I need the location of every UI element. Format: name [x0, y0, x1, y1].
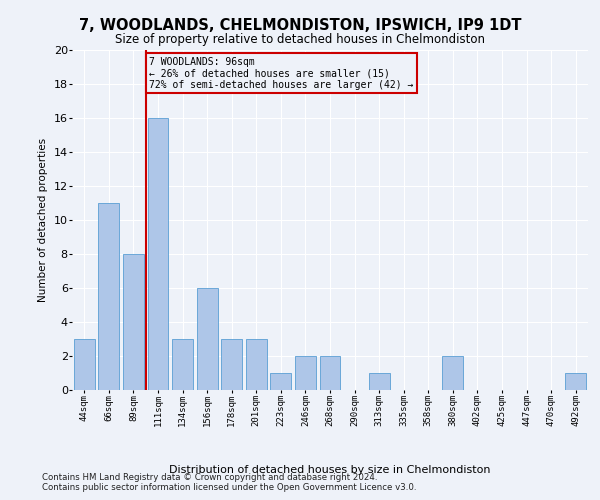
- Text: Size of property relative to detached houses in Chelmondiston: Size of property relative to detached ho…: [115, 32, 485, 46]
- Bar: [246, 339, 267, 390]
- Bar: [148, 118, 169, 390]
- Bar: [98, 203, 119, 390]
- Text: Contains HM Land Registry data © Crown copyright and database right 2024.
Contai: Contains HM Land Registry data © Crown c…: [42, 473, 416, 492]
- Bar: [368, 373, 389, 390]
- Bar: [320, 356, 340, 390]
- Y-axis label: Number of detached properties: Number of detached properties: [38, 138, 48, 302]
- Bar: [271, 373, 292, 390]
- Bar: [197, 288, 218, 390]
- Bar: [172, 339, 193, 390]
- Bar: [74, 339, 95, 390]
- Bar: [123, 254, 144, 390]
- X-axis label: Distribution of detached houses by size in Chelmondiston: Distribution of detached houses by size …: [169, 466, 491, 475]
- Text: 7 WOODLANDS: 96sqm
← 26% of detached houses are smaller (15)
72% of semi-detache: 7 WOODLANDS: 96sqm ← 26% of detached hou…: [149, 57, 414, 90]
- Text: 7, WOODLANDS, CHELMONDISTON, IPSWICH, IP9 1DT: 7, WOODLANDS, CHELMONDISTON, IPSWICH, IP…: [79, 18, 521, 32]
- Bar: [442, 356, 463, 390]
- Bar: [221, 339, 242, 390]
- Bar: [295, 356, 316, 390]
- Bar: [565, 373, 586, 390]
